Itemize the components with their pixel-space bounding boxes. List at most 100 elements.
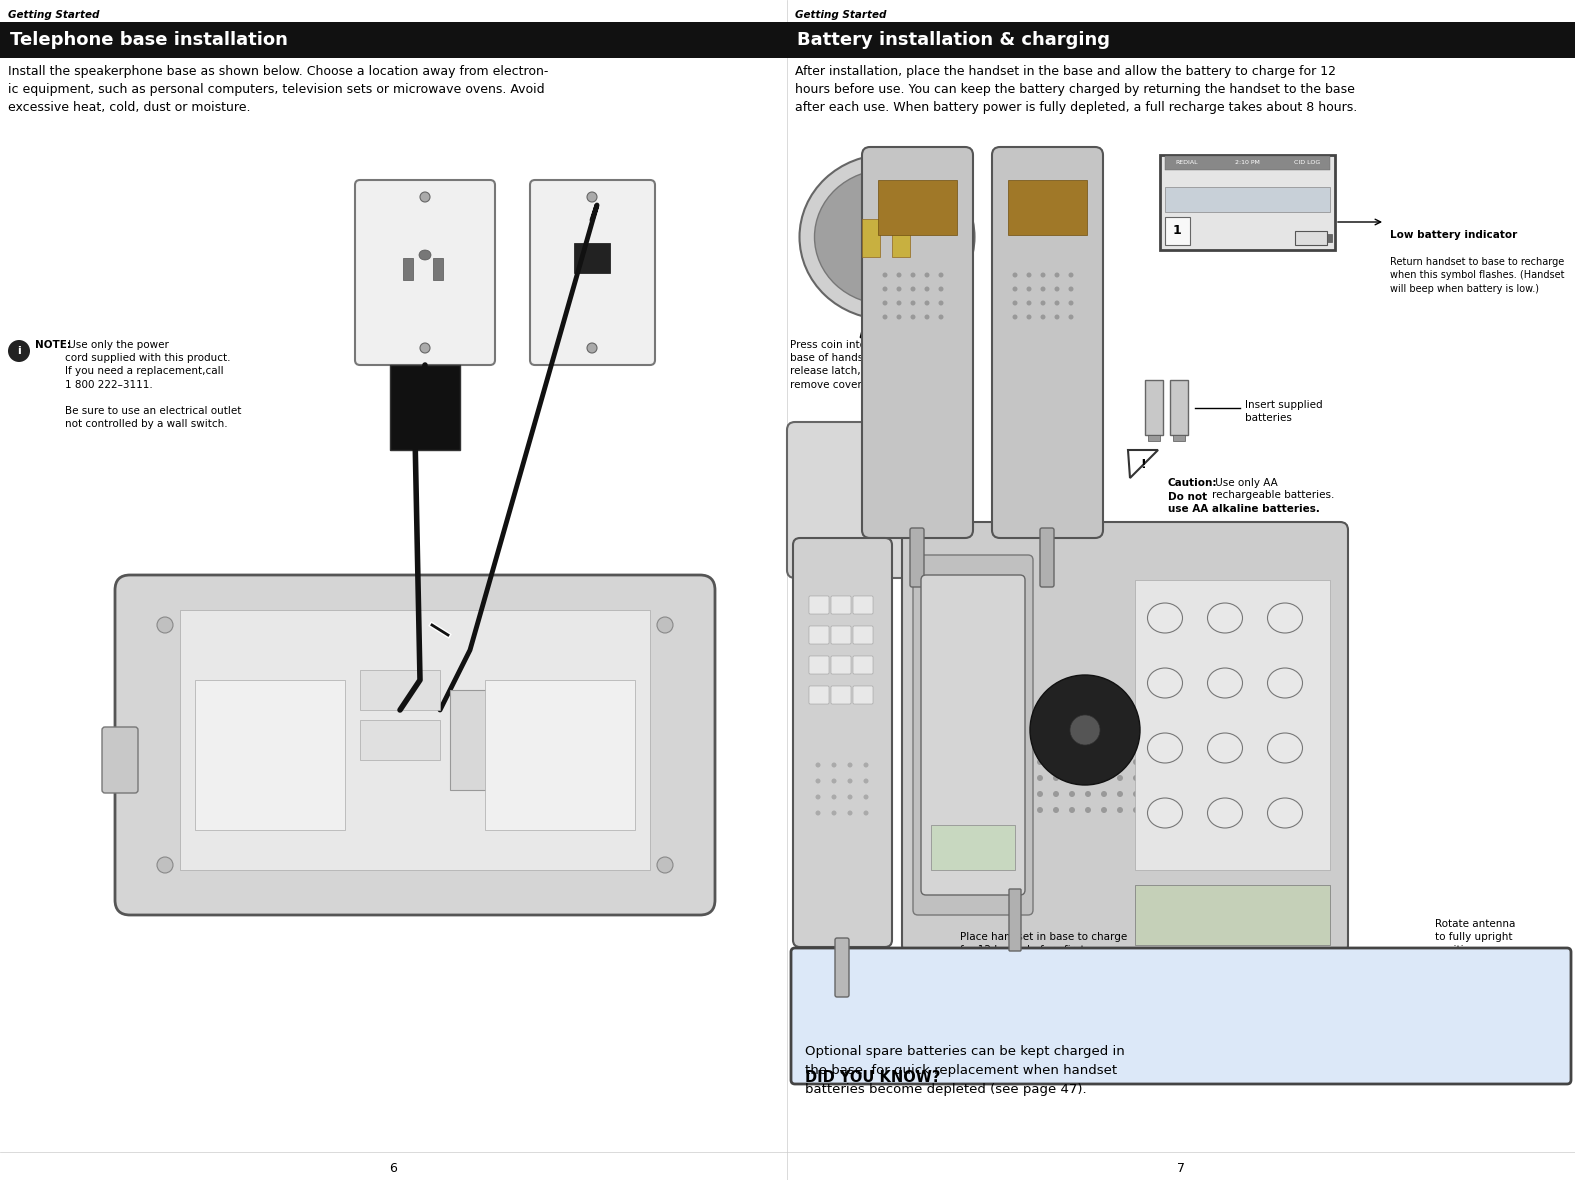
- FancyBboxPatch shape: [810, 627, 828, 644]
- Circle shape: [1055, 273, 1060, 277]
- Circle shape: [1101, 727, 1107, 733]
- Circle shape: [910, 287, 915, 291]
- Circle shape: [1036, 727, 1043, 733]
- Circle shape: [1150, 743, 1154, 749]
- Circle shape: [1068, 273, 1074, 277]
- Circle shape: [882, 301, 887, 306]
- Circle shape: [1069, 807, 1076, 813]
- Bar: [1136, 885, 1329, 945]
- Circle shape: [1036, 759, 1043, 765]
- FancyBboxPatch shape: [854, 627, 873, 644]
- Circle shape: [1069, 759, 1076, 765]
- Circle shape: [925, 301, 929, 306]
- Bar: [1166, 217, 1191, 245]
- FancyBboxPatch shape: [902, 522, 1348, 953]
- Circle shape: [1054, 727, 1058, 733]
- Circle shape: [587, 192, 597, 202]
- Text: Install the speakerphone base as shown below. Choose a location away from electr: Install the speakerphone base as shown b…: [8, 65, 548, 114]
- Text: Low battery indicator: Low battery indicator: [1391, 230, 1517, 240]
- Text: Use only the power
cord supplied with this product.
If you need a replacement,ca: Use only the power cord supplied with th…: [65, 340, 241, 430]
- Text: Optional spare batteries can be kept charged in
the base, for quick replacement : Optional spare batteries can be kept cha…: [805, 1045, 1125, 1096]
- Circle shape: [847, 794, 852, 800]
- Circle shape: [1117, 807, 1123, 813]
- Circle shape: [1069, 775, 1076, 781]
- FancyBboxPatch shape: [115, 575, 715, 914]
- FancyBboxPatch shape: [921, 575, 1025, 894]
- Circle shape: [1041, 315, 1046, 320]
- Circle shape: [587, 343, 597, 353]
- Circle shape: [1013, 273, 1017, 277]
- Text: Do not
use AA alkaline batteries.: Do not use AA alkaline batteries.: [1169, 492, 1320, 513]
- FancyBboxPatch shape: [832, 686, 850, 704]
- Ellipse shape: [1208, 603, 1243, 632]
- Text: 1: 1: [1173, 224, 1181, 237]
- Ellipse shape: [800, 155, 975, 320]
- FancyBboxPatch shape: [913, 555, 1033, 914]
- Circle shape: [1101, 791, 1107, 796]
- Circle shape: [1132, 791, 1139, 796]
- Circle shape: [1036, 775, 1043, 781]
- Bar: [180, 610, 650, 870]
- Circle shape: [8, 340, 30, 362]
- Circle shape: [816, 794, 821, 800]
- Bar: [1008, 181, 1087, 235]
- Circle shape: [816, 762, 821, 767]
- FancyBboxPatch shape: [810, 656, 828, 674]
- Ellipse shape: [1268, 798, 1303, 828]
- Circle shape: [1055, 301, 1060, 306]
- FancyBboxPatch shape: [854, 656, 873, 674]
- Circle shape: [1054, 807, 1058, 813]
- Text: NOTE:: NOTE:: [35, 340, 71, 350]
- Circle shape: [832, 779, 836, 784]
- FancyBboxPatch shape: [832, 596, 850, 614]
- Circle shape: [1101, 807, 1107, 813]
- Bar: [0, 22, 788, 58]
- Ellipse shape: [1148, 603, 1183, 632]
- FancyBboxPatch shape: [102, 727, 139, 793]
- Circle shape: [1041, 301, 1046, 306]
- Circle shape: [1101, 775, 1107, 781]
- Text: Getting Started: Getting Started: [795, 9, 887, 20]
- Circle shape: [1054, 775, 1058, 781]
- Circle shape: [939, 287, 943, 291]
- Circle shape: [925, 315, 929, 320]
- Circle shape: [1027, 315, 1032, 320]
- Circle shape: [1036, 743, 1043, 749]
- Circle shape: [896, 315, 901, 320]
- Bar: [1170, 380, 1188, 435]
- Circle shape: [939, 301, 943, 306]
- Circle shape: [1101, 743, 1107, 749]
- FancyBboxPatch shape: [835, 938, 849, 997]
- Text: Insert supplied
batteries: Insert supplied batteries: [1244, 400, 1323, 424]
- Circle shape: [1013, 301, 1017, 306]
- Circle shape: [939, 315, 943, 320]
- Text: Battery installation & charging: Battery installation & charging: [797, 31, 1110, 50]
- Circle shape: [1132, 727, 1139, 733]
- Circle shape: [882, 273, 887, 277]
- Bar: [195, 680, 345, 830]
- Circle shape: [1117, 743, 1123, 749]
- Circle shape: [1027, 273, 1032, 277]
- Circle shape: [1101, 759, 1107, 765]
- Text: DID YOU KNOW?: DID YOU KNOW?: [805, 1070, 940, 1084]
- Circle shape: [847, 762, 852, 767]
- Bar: [1295, 231, 1328, 245]
- Circle shape: [1085, 791, 1091, 796]
- Ellipse shape: [1148, 798, 1183, 828]
- Bar: [891, 219, 910, 257]
- Circle shape: [896, 301, 901, 306]
- Circle shape: [910, 301, 915, 306]
- Circle shape: [1027, 287, 1032, 291]
- FancyBboxPatch shape: [992, 148, 1102, 538]
- Circle shape: [925, 273, 929, 277]
- Polygon shape: [1128, 450, 1158, 478]
- Circle shape: [421, 343, 430, 353]
- FancyBboxPatch shape: [854, 596, 873, 614]
- Bar: [931, 825, 1014, 870]
- Circle shape: [882, 315, 887, 320]
- Bar: [877, 181, 958, 235]
- Ellipse shape: [1148, 733, 1183, 763]
- Ellipse shape: [1268, 733, 1303, 763]
- Bar: [433, 258, 443, 280]
- Bar: [573, 243, 610, 273]
